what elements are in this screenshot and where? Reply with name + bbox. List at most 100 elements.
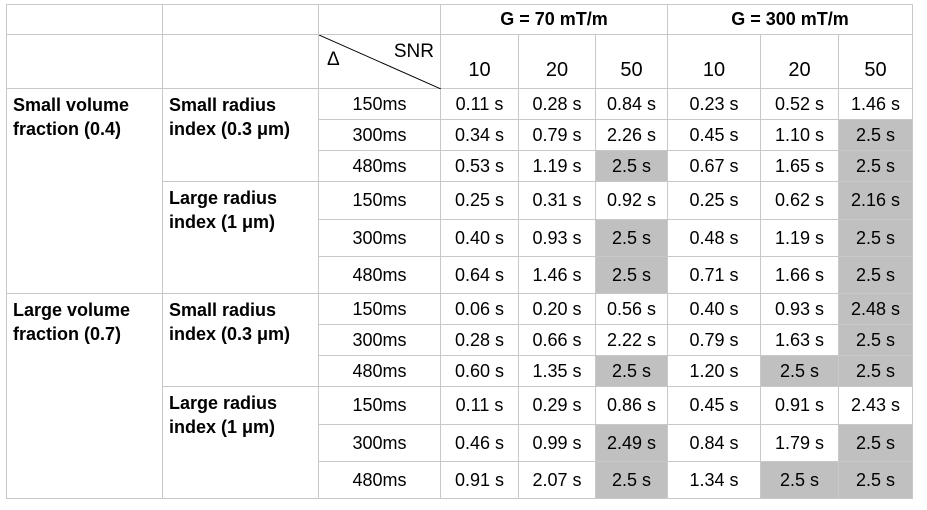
time-cell: 2.49 s — [595, 424, 668, 462]
time-cell: 0.99 s — [518, 424, 596, 462]
empty-corner-cell — [318, 4, 441, 35]
delta-value: 480ms — [318, 461, 441, 499]
time-cell: 0.67 s — [667, 150, 761, 182]
time-cell: 2.5 s — [838, 324, 913, 356]
time-cell: 0.11 s — [440, 386, 519, 425]
time-cell: 1.35 s — [518, 355, 596, 387]
table-row: 300ms 0.28 s 0.66 s 2.22 s 0.79 s 1.63 s 2.5 s — [7, 324, 913, 356]
time-cell: 0.28 s — [518, 88, 596, 120]
time-cell: 0.84 s — [595, 88, 668, 120]
time-cell: 2.48 s — [838, 293, 913, 325]
time-cell: 0.45 s — [667, 119, 761, 151]
snr-value: 50 — [595, 34, 668, 89]
time-cell: 0.46 s — [440, 424, 519, 462]
time-cell: 0.91 s — [760, 386, 839, 425]
time-cell: 1.63 s — [760, 324, 839, 356]
radius-index-label: Large radius index (1 μm) — [162, 386, 319, 499]
time-cell: 1.79 s — [760, 424, 839, 462]
time-cell: 0.79 s — [518, 119, 596, 151]
table-row: 300ms 0.46 s 0.99 s 2.49 s 0.84 s 1.79 s 2.5 s — [7, 424, 913, 462]
delta-value: 300ms — [318, 424, 441, 462]
delta-value: 150ms — [318, 181, 441, 220]
time-cell: 0.71 s — [667, 256, 761, 294]
delta-value: 480ms — [318, 150, 441, 182]
empty-corner-cell — [162, 4, 319, 35]
snr-value: 10 — [440, 34, 519, 89]
delta-value: 150ms — [318, 386, 441, 425]
time-cell: 0.29 s — [518, 386, 596, 425]
empty-corner-cell — [6, 34, 163, 89]
table-row: 480ms 0.64 s 1.46 s 2.5 s 0.71 s 1.66 s 2.5 s — [7, 256, 913, 294]
table-row: 480ms 0.91 s 2.07 s 2.5 s 1.34 s 2.5 s 2.5 s — [7, 461, 913, 499]
delta-value: 300ms — [318, 324, 441, 356]
empty-corner-cell — [6, 4, 163, 35]
time-cell: 1.46 s — [518, 256, 596, 294]
time-cell: 0.79 s — [667, 324, 761, 356]
delta-value: 480ms — [318, 256, 441, 294]
table-row: Large radius index (1 μm) 150ms 0.11 s 0.29 … — [7, 386, 913, 499]
time-cell: 2.26 s — [595, 119, 668, 151]
volume-label-line: fraction (0.7) — [13, 324, 122, 344]
time-cell: 1.46 s — [838, 88, 913, 120]
time-cell: 0.93 s — [518, 219, 596, 257]
time-cell: 0.06 s — [440, 293, 519, 325]
time-cell: 1.65 s — [760, 150, 839, 182]
time-cell: 0.62 s — [760, 181, 839, 220]
time-cell: 2.5 s — [595, 355, 668, 387]
time-cell: 0.25 s — [667, 181, 761, 220]
time-cell: 1.34 s — [667, 461, 761, 499]
table-row: Large radius index (1 μm) 150ms 0.25 s 0.31 … — [7, 181, 913, 294]
time-cell: 0.64 s — [440, 256, 519, 294]
snr-label: SNR — [393, 41, 434, 62]
snr-value: 20 — [760, 34, 839, 89]
time-cell: 0.53 s — [440, 150, 519, 182]
time-cell: 2.22 s — [595, 324, 668, 356]
time-cell: 2.5 s — [838, 461, 913, 499]
time-cell: 2.5 s — [838, 256, 913, 294]
table-row: 480ms 0.60 s 1.35 s 2.5 s 1.20 s 2.5 s 2.5 s — [7, 355, 913, 387]
diagonal-line — [319, 35, 441, 89]
radius-label-line: index (0.3 μm) — [169, 324, 291, 344]
snr-value: 50 — [838, 34, 913, 89]
time-cell: 0.86 s — [595, 386, 668, 425]
radius-label-line: Small radius — [169, 300, 277, 320]
table-row: Large volume fraction (0.7) Small radius in… — [6, 293, 913, 499]
time-cell: 1.10 s — [760, 119, 839, 151]
time-cell: 0.11 s — [440, 88, 519, 120]
time-cell: 0.52 s — [760, 88, 839, 120]
volume-label-line: Small volume — [13, 95, 130, 115]
time-cell: 2.5 s — [595, 150, 668, 182]
delta-value: 150ms — [318, 88, 441, 120]
time-cell: 1.20 s — [667, 355, 761, 387]
group-header-70: G = 70 mT/m — [440, 4, 668, 35]
time-cell: 0.48 s — [667, 219, 761, 257]
time-cell: 0.93 s — [760, 293, 839, 325]
snr-value: 10 — [667, 34, 761, 89]
time-cell: 2.5 s — [760, 461, 839, 499]
time-cell: 0.60 s — [440, 355, 519, 387]
group-header-row: G = 70 mT/m G = 300 mT/m — [6, 4, 913, 35]
time-cell: 0.40 s — [440, 219, 519, 257]
time-cell: 0.84 s — [667, 424, 761, 462]
time-cell: 0.40 s — [667, 293, 761, 325]
time-cell: 2.5 s — [838, 219, 913, 257]
group-header-300: G = 300 mT/m — [667, 4, 913, 35]
time-cell: 2.5 s — [760, 355, 839, 387]
time-cell: 0.56 s — [595, 293, 668, 325]
radius-label-line: index (1 μm) — [169, 212, 276, 232]
time-cell: 2.07 s — [518, 461, 596, 499]
radius-index-label: Large radius index (1 μm) — [162, 181, 319, 294]
time-cell: 1.19 s — [518, 150, 596, 182]
volume-fraction-label: Small volume fraction (0.4) — [6, 88, 163, 294]
table-row: 300ms 0.34 s 0.79 s 2.26 s 0.45 s 1.10 s 2.5 s — [7, 119, 913, 151]
empty-corner-cell — [162, 34, 319, 89]
time-cell: 0.20 s — [518, 293, 596, 325]
time-cell: 0.91 s — [440, 461, 519, 499]
table-row: 300ms 0.40 s 0.93 s 2.5 s 0.48 s 1.19 s 2.5 s — [7, 219, 913, 257]
delta-snr-corner: Δ SNR — [318, 34, 441, 89]
time-cell: 2.5 s — [595, 461, 668, 499]
table-row: Small volume fraction (0.4) Small radius in… — [6, 88, 913, 294]
time-cell: 2.5 s — [838, 150, 913, 182]
time-cell: 2.5 s — [838, 355, 913, 387]
time-cell: 2.5 s — [595, 219, 668, 257]
